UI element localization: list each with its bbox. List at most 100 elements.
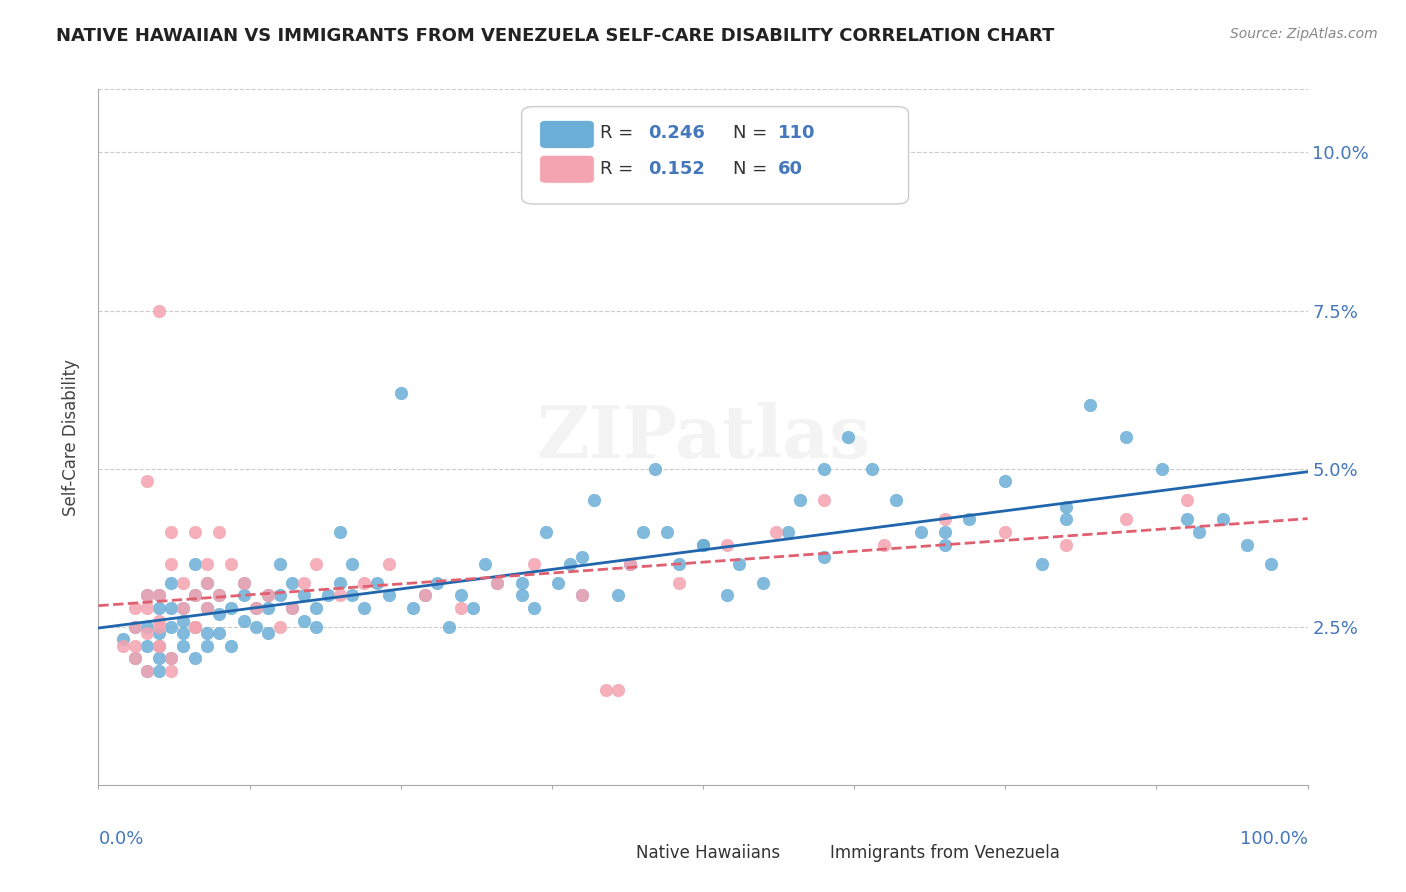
Point [510, 575, 533, 590]
Point [366, 575, 388, 590]
Point [184, 524, 207, 539]
Point [135, 588, 157, 602]
Text: 60: 60 [778, 161, 803, 178]
Point [124, 620, 146, 634]
Point [148, 588, 170, 602]
Point [523, 557, 546, 571]
Point [195, 600, 218, 615]
Point [148, 303, 170, 318]
Point [486, 575, 509, 590]
Point [342, 588, 364, 602]
Point [172, 575, 194, 590]
Point [957, 512, 980, 526]
Point [245, 600, 267, 615]
Point [571, 588, 593, 602]
Point [534, 524, 557, 539]
Point [195, 557, 218, 571]
Point [910, 524, 932, 539]
Point [595, 683, 617, 698]
Point [195, 626, 218, 640]
Point [124, 600, 146, 615]
Point [172, 600, 194, 615]
Point [135, 600, 157, 615]
FancyBboxPatch shape [522, 106, 908, 204]
Point [160, 620, 183, 634]
Point [111, 639, 134, 653]
Point [886, 493, 908, 508]
Point [607, 588, 630, 602]
Point [873, 538, 896, 552]
Point [329, 588, 352, 602]
Point [172, 600, 194, 615]
Text: R =: R = [600, 124, 640, 142]
Point [221, 557, 243, 571]
Point [135, 620, 157, 634]
Point [148, 639, 170, 653]
Point [232, 575, 254, 590]
Point [195, 575, 218, 590]
Point [450, 588, 472, 602]
Point [148, 588, 170, 602]
Point [208, 626, 231, 640]
Point [160, 664, 183, 678]
Text: 0.0%: 0.0% [98, 830, 143, 848]
Point [232, 575, 254, 590]
Point [305, 557, 328, 571]
Point [1175, 512, 1198, 526]
Point [292, 588, 315, 602]
Point [184, 588, 207, 602]
Point [413, 588, 436, 602]
Point [377, 588, 399, 602]
Point [184, 620, 207, 634]
Point [1115, 512, 1137, 526]
Point [1152, 461, 1174, 475]
Point [402, 600, 425, 615]
FancyBboxPatch shape [540, 120, 595, 148]
Point [523, 600, 546, 615]
Point [607, 683, 630, 698]
Point [184, 620, 207, 634]
Point [148, 651, 170, 665]
Point [232, 588, 254, 602]
Point [994, 475, 1017, 489]
Point [860, 461, 883, 475]
Point [813, 550, 835, 565]
Point [111, 632, 134, 647]
Point [208, 524, 231, 539]
Text: Native Hawaiians: Native Hawaiians [637, 844, 780, 863]
Point [692, 538, 714, 552]
Point [837, 430, 859, 444]
Point [208, 588, 231, 602]
FancyBboxPatch shape [540, 155, 595, 183]
Point [124, 651, 146, 665]
Point [160, 651, 183, 665]
Point [692, 538, 714, 552]
Text: ZIPatlas: ZIPatlas [536, 401, 870, 473]
Point [716, 588, 738, 602]
Point [510, 588, 533, 602]
Point [571, 588, 593, 602]
Point [281, 600, 304, 615]
Point [813, 493, 835, 508]
Point [728, 557, 751, 571]
Point [934, 524, 956, 539]
Point [619, 557, 641, 571]
Point [353, 600, 375, 615]
Point [184, 651, 207, 665]
Point [1236, 538, 1258, 552]
Point [184, 588, 207, 602]
FancyBboxPatch shape [790, 844, 828, 863]
Point [256, 588, 278, 602]
Point [135, 664, 157, 678]
Point [474, 557, 496, 571]
FancyBboxPatch shape [596, 844, 634, 863]
Y-axis label: Self-Care Disability: Self-Care Disability [62, 359, 80, 516]
Point [1054, 538, 1077, 552]
Text: Source: ZipAtlas.com: Source: ZipAtlas.com [1230, 27, 1378, 41]
Text: 0.152: 0.152 [648, 161, 706, 178]
Point [184, 557, 207, 571]
Point [221, 600, 243, 615]
Point [135, 626, 157, 640]
Point [1054, 512, 1077, 526]
Text: Immigrants from Venezuela: Immigrants from Venezuela [830, 844, 1060, 863]
